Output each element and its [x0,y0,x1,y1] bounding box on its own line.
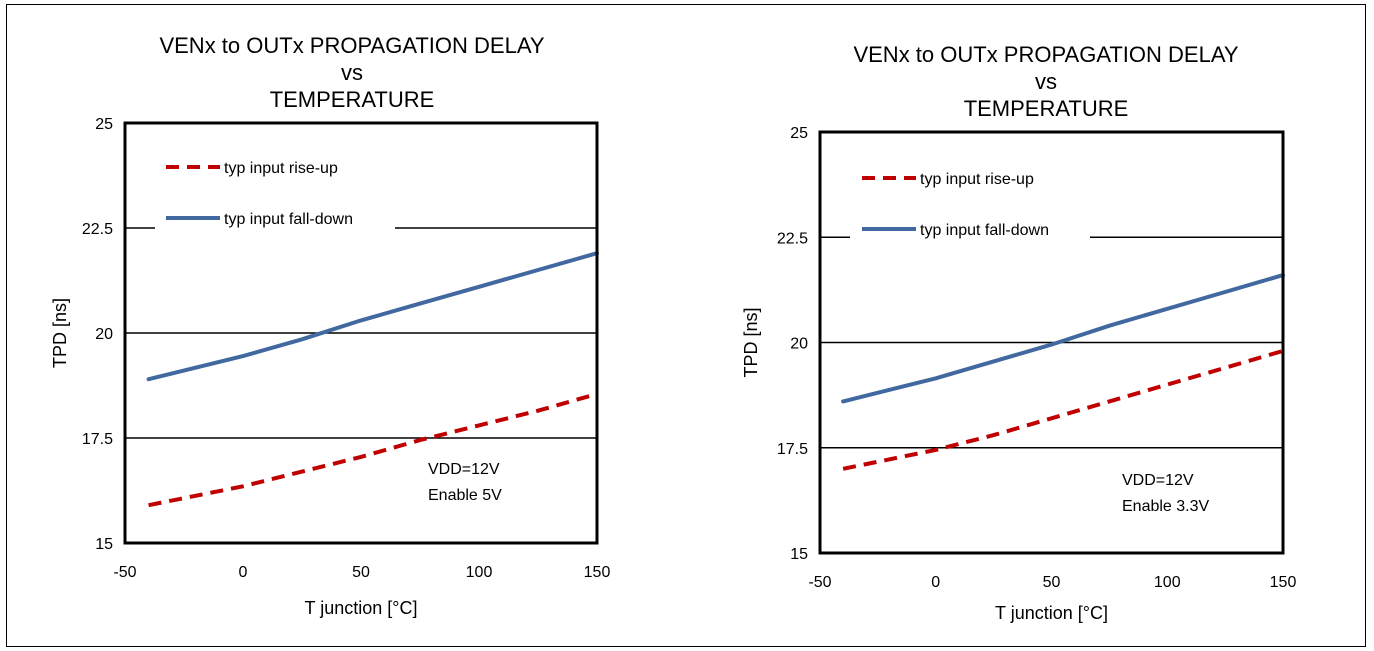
x-tick-label: 150 [1270,574,1297,591]
x-axis-label: T junction [°C] [305,598,418,618]
plot-area-border [123,121,599,545]
x-tick-label: 0 [239,564,248,581]
condition-annotation: Enable 5V [428,487,502,504]
series-line-rise-up [842,348,1284,471]
y-tick-label: 20 [790,336,808,353]
y-tick-label: 15 [790,546,808,563]
chart-title-line: vs [341,60,363,85]
condition-annotation: VDD=12V [1122,472,1194,489]
chart-title-line: VENx to OUTx PROPAGATION DELAY [853,42,1238,67]
chart-title-line: vs [1035,69,1057,94]
x-tick-label: 0 [931,574,940,591]
legend-label: typ input fall-down [920,222,1049,239]
y-tick-label: 22.5 [82,221,113,238]
figure-frame [6,4,1366,647]
x-axis-label: T junction [°C] [995,603,1108,623]
y-tick-label: 25 [95,116,113,133]
chart-title-line: VENx to OUTx PROPAGATION DELAY [159,33,544,58]
x-tick-label: -50 [808,574,831,591]
legend-label: typ input rise-up [224,160,338,177]
x-tick-label: 50 [1043,574,1061,591]
plot-area-border [818,130,1285,555]
legend-label: typ input fall-down [224,211,353,228]
x-tick-label: 100 [466,564,493,581]
y-tick-label: 15 [95,536,113,553]
x-tick-label: 150 [584,564,611,581]
y-tick-label: 17.5 [82,431,113,448]
series-line-rise-up [148,391,598,508]
x-tick-label: 100 [1154,574,1181,591]
legend-label: typ input rise-up [920,171,1034,188]
series-line-fall-down [146,251,599,382]
x-tick-label: 50 [352,564,370,581]
y-tick-label: 20 [95,326,113,343]
condition-annotation: Enable 3.3V [1122,498,1210,515]
y-tick-label: 25 [790,125,808,142]
y-axis-label: TPD [ns] [50,298,70,368]
y-tick-label: 22.5 [777,230,808,247]
series-line-fall-down [841,273,1285,404]
y-tick-label: 17.5 [777,441,808,458]
condition-annotation: VDD=12V [428,461,500,478]
chart-title-line: TEMPERATURE [270,87,435,112]
y-axis-label: TPD [ns] [741,307,761,377]
x-tick-label: -50 [113,564,136,581]
chart-title-line: TEMPERATURE [964,96,1129,121]
